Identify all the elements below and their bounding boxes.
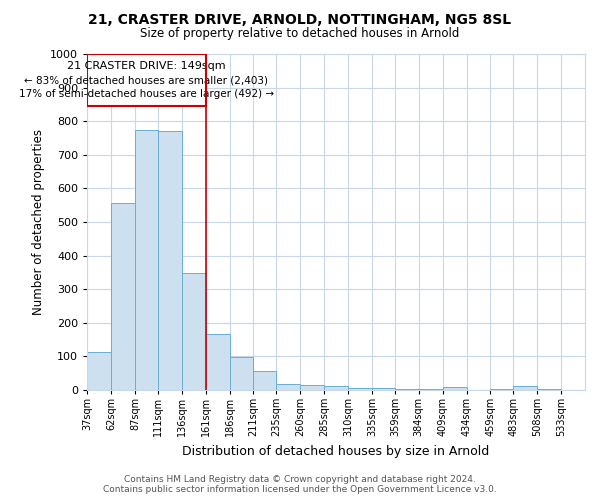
Y-axis label: Number of detached properties: Number of detached properties (32, 129, 44, 315)
Text: Size of property relative to detached houses in Arnold: Size of property relative to detached ho… (140, 28, 460, 40)
Text: 17% of semi-detached houses are larger (492) →: 17% of semi-detached houses are larger (… (19, 90, 274, 100)
Bar (253, 372, 277, 390)
Bar (514, 386, 537, 390)
Bar (87, 352, 111, 390)
Bar (230, 357, 253, 390)
Text: 21, CRASTER DRIVE, ARNOLD, NOTTINGHAM, NG5 8SL: 21, CRASTER DRIVE, ARNOLD, NOTTINGHAM, N… (88, 12, 512, 26)
Text: Contains public sector information licensed under the Open Government Licence v3: Contains public sector information licen… (103, 485, 497, 494)
Bar (277, 384, 300, 390)
Bar (324, 386, 348, 390)
Bar (111, 203, 135, 390)
Bar (206, 334, 230, 390)
Bar (348, 388, 372, 390)
X-axis label: Distribution of detached houses by size in Arnold: Distribution of detached houses by size … (182, 444, 490, 458)
Text: Contains HM Land Registry data © Crown copyright and database right 2024.: Contains HM Land Registry data © Crown c… (124, 475, 476, 484)
Bar (490, 389, 514, 390)
Bar (300, 386, 324, 390)
Bar (372, 388, 395, 390)
Bar (158, 131, 182, 390)
Bar (182, 273, 206, 390)
Bar (537, 389, 561, 390)
Text: 21 CRASTER DRIVE: 149sqm: 21 CRASTER DRIVE: 149sqm (67, 60, 226, 70)
Bar (135, 130, 158, 390)
Bar (419, 389, 443, 390)
Bar (395, 389, 419, 390)
Text: ← 83% of detached houses are smaller (2,403): ← 83% of detached houses are smaller (2,… (25, 75, 268, 85)
Bar (87, 54, 206, 106)
Bar (443, 387, 467, 390)
